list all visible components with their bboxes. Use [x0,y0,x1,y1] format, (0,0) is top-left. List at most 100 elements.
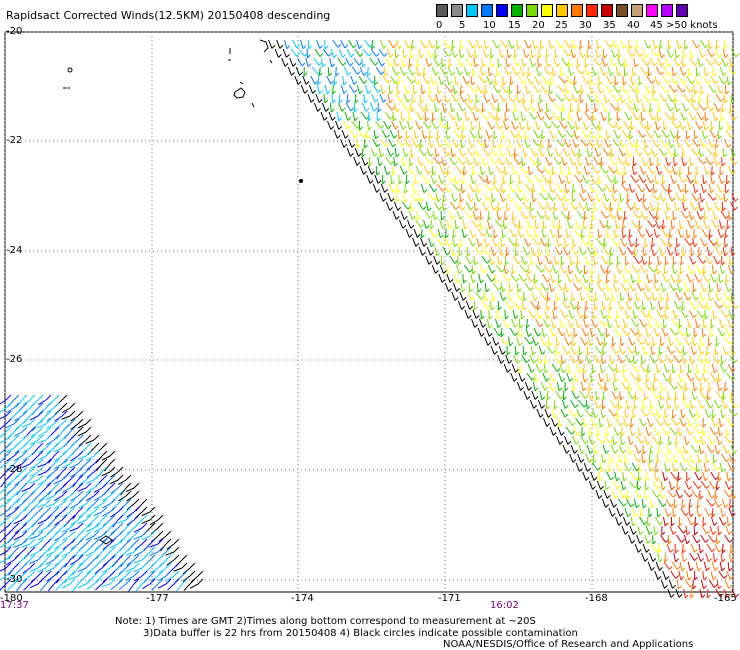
wind-barb-flag [21,442,28,449]
wind-barb [575,417,582,426]
wind-barb [400,210,405,220]
wind-barb [722,444,728,454]
wind-barb-flag [636,269,641,274]
wind-barb-flag [692,261,697,265]
wind-barb-flag [583,197,588,202]
wind-barb [615,363,618,374]
wind-barb [716,435,720,445]
wind-barb-flag [380,71,385,75]
wind-barb [644,282,649,292]
wind-barb [604,282,610,292]
wind-barb-flag [5,418,12,425]
wind-barb-flag [671,225,676,230]
wind-barb [535,120,539,130]
wind-barb-flag [45,570,52,577]
wind-barb-flag [721,332,726,337]
wind-barb-flag [101,458,108,465]
wind-barb [705,201,710,211]
wind-barb [726,372,733,381]
wind-barb [677,525,684,534]
wind-barb [620,39,625,49]
wind-barb [455,66,461,76]
wind-barb [611,291,614,302]
wind-barb-flag [685,189,689,194]
wind-barb-flag [614,449,619,454]
wind-barb [454,273,458,283]
wind-barb [719,318,723,328]
wind-barb [459,237,462,248]
wind-barb-flag [700,207,705,212]
wind-barb-flag [649,233,654,238]
wind-barb [634,390,637,401]
wind-barb-flag [734,404,739,409]
wind-barb-flag [554,54,559,59]
wind-barb-flag [688,171,693,176]
wind-barb-flag [580,90,585,95]
wind-barb-flag [61,482,68,489]
wind-barb-flag [5,506,12,513]
wind-barb [442,246,448,256]
wind-barb [56,471,63,480]
wind-barb-flag [477,288,482,293]
wind-barb [37,567,47,573]
wind-barb [653,228,658,238]
wind-barb-flag [526,107,531,112]
wind-barb [727,120,730,130]
wind-barb-flag [564,413,569,418]
wind-barb [686,273,691,283]
wind-barb [607,66,612,76]
wind-barb [37,471,47,476]
wind-barb-flag [471,81,476,86]
wind-barb [511,318,516,328]
wind-barb [500,327,503,337]
wind-barb-flag [361,153,366,158]
wind-barb [276,39,281,49]
wind-barb [405,174,408,185]
wind-barb-flag [125,482,132,489]
wind-barb-flag [656,395,661,399]
wind-barb [436,129,439,140]
wind-barb [64,455,71,464]
wind-barb-flag [679,350,684,354]
wind-barb-flag [715,153,719,158]
wind-barb-flag [488,324,493,329]
wind-barb-flag [676,54,680,59]
wind-barb [439,165,445,175]
wind-barb-flag [310,99,315,103]
wind-barb [573,129,577,139]
wind-barb [542,75,548,85]
wind-barb [492,39,498,49]
wind-barb-flag [456,98,460,103]
wind-barb [679,66,684,76]
wind-barb [545,48,548,58]
wind-barb [22,567,31,574]
wind-barb-flag [448,225,453,230]
wind-barb-flag [307,63,312,68]
wind-barb [689,201,696,211]
wind-barb [633,453,639,463]
wind-barb-flag [125,530,132,537]
wind-barb-flag [529,340,534,345]
wind-barb [526,372,533,381]
wind-barb-flag [624,378,629,383]
wind-barb-flag [514,171,519,175]
wind-barb-flag [581,297,586,302]
wind-barb [438,174,443,184]
wind-barb-flag [579,360,584,364]
wind-barb [654,174,657,184]
wind-barb [729,201,735,211]
wind-barb [655,66,661,76]
wind-barb [676,138,680,148]
wind-barb-flag [602,360,606,365]
wind-barb [710,318,712,329]
wind-barb [651,237,654,248]
wind-barb-flag [729,504,734,509]
wind-barb [579,93,581,104]
wind-barb-flag [427,170,432,175]
wind-barb-flag [45,498,52,505]
wind-barb-flag [523,351,528,356]
wind-barb-flag [680,576,685,581]
wind-barb [333,75,336,86]
wind-barb-flag [45,514,52,521]
wind-barb-flag [602,459,607,464]
